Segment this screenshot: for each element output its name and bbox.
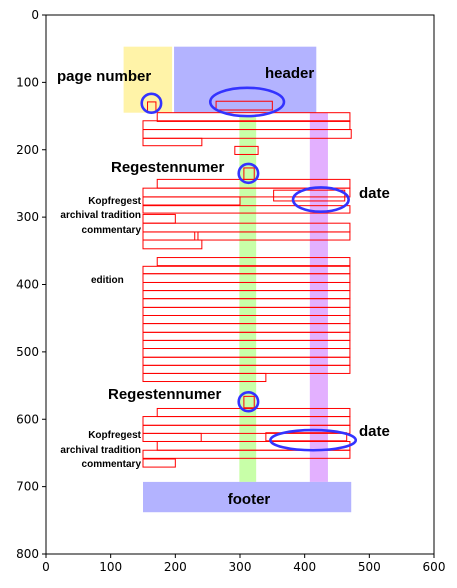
label-page-number: page number bbox=[57, 68, 151, 85]
text-line-box bbox=[215, 100, 273, 111]
y-tick-label: 700 bbox=[16, 480, 39, 494]
y-tick-label: 0 bbox=[31, 8, 39, 22]
label-kopfregest: Kopfregest bbox=[88, 196, 141, 207]
label-regestennumer-2: Regestennumer bbox=[108, 386, 222, 403]
footer-region bbox=[143, 481, 352, 513]
y-tick-label: 800 bbox=[16, 547, 39, 561]
text-line-box bbox=[142, 449, 351, 459]
text-line-box bbox=[142, 458, 176, 468]
label-header: header bbox=[265, 65, 314, 82]
text-line-box bbox=[243, 395, 255, 409]
text-line-box bbox=[156, 112, 351, 122]
label-footer: footer bbox=[228, 491, 271, 508]
label-commentary: commentary bbox=[82, 225, 142, 236]
x-tick-label: 100 bbox=[99, 560, 122, 574]
text-line-box bbox=[273, 189, 346, 202]
region-layer bbox=[123, 46, 352, 513]
x-tick-label: 400 bbox=[293, 560, 316, 574]
label-kopfregest-2: Kopfregest bbox=[88, 430, 141, 441]
text-line-box bbox=[142, 196, 241, 206]
y-tick-label: 300 bbox=[16, 210, 39, 224]
y-tick-label: 200 bbox=[16, 143, 39, 157]
text-line-box bbox=[156, 257, 351, 267]
text-line-box bbox=[197, 231, 351, 241]
regestennumer-highlight bbox=[237, 162, 260, 185]
y-tick-label: 100 bbox=[16, 75, 39, 89]
x-tick-label: 200 bbox=[164, 560, 187, 574]
text-line-box bbox=[234, 145, 259, 155]
highlight-ellipse-layer bbox=[140, 86, 358, 452]
label-regestennumer: Regestennumer bbox=[111, 159, 225, 176]
label-date: date bbox=[359, 185, 390, 202]
y-tick-label: 400 bbox=[16, 278, 39, 292]
text-line-box bbox=[142, 424, 351, 434]
label-archival-tradition-2: archival tradition bbox=[60, 445, 141, 456]
text-line-box bbox=[265, 432, 348, 442]
regestennumer-2-highlight bbox=[237, 391, 260, 413]
label-archival-tradition: archival tradition bbox=[60, 210, 141, 221]
date-column bbox=[309, 112, 328, 482]
text-line-box bbox=[142, 239, 203, 250]
text-line-box bbox=[142, 129, 352, 139]
page-number-highlight bbox=[140, 92, 163, 114]
text-line-box bbox=[142, 372, 267, 383]
x-axis: 0 100 200 300 400 500 600 bbox=[42, 554, 445, 574]
text-line-box bbox=[142, 205, 351, 214]
x-tick-label: 500 bbox=[358, 560, 381, 574]
label-date-2: date bbox=[359, 423, 390, 440]
text-line-box bbox=[142, 137, 203, 147]
x-tick-label: 600 bbox=[423, 560, 446, 574]
date-highlight bbox=[291, 186, 350, 214]
x-tick-label: 300 bbox=[229, 560, 252, 574]
x-tick-label: 0 bbox=[42, 560, 50, 574]
header-highlight bbox=[208, 86, 286, 118]
text-line-box bbox=[142, 187, 351, 198]
y-tick-label: 500 bbox=[16, 345, 39, 359]
y-tick-label: 600 bbox=[16, 412, 39, 426]
label-commentary-2: commentary bbox=[82, 459, 142, 470]
label-edition: edition bbox=[91, 275, 124, 286]
date-2-highlight bbox=[269, 428, 358, 452]
y-axis: 0 100 200 300 400 500 600 700 800 bbox=[16, 8, 46, 561]
text-line-box-layer bbox=[142, 100, 352, 468]
